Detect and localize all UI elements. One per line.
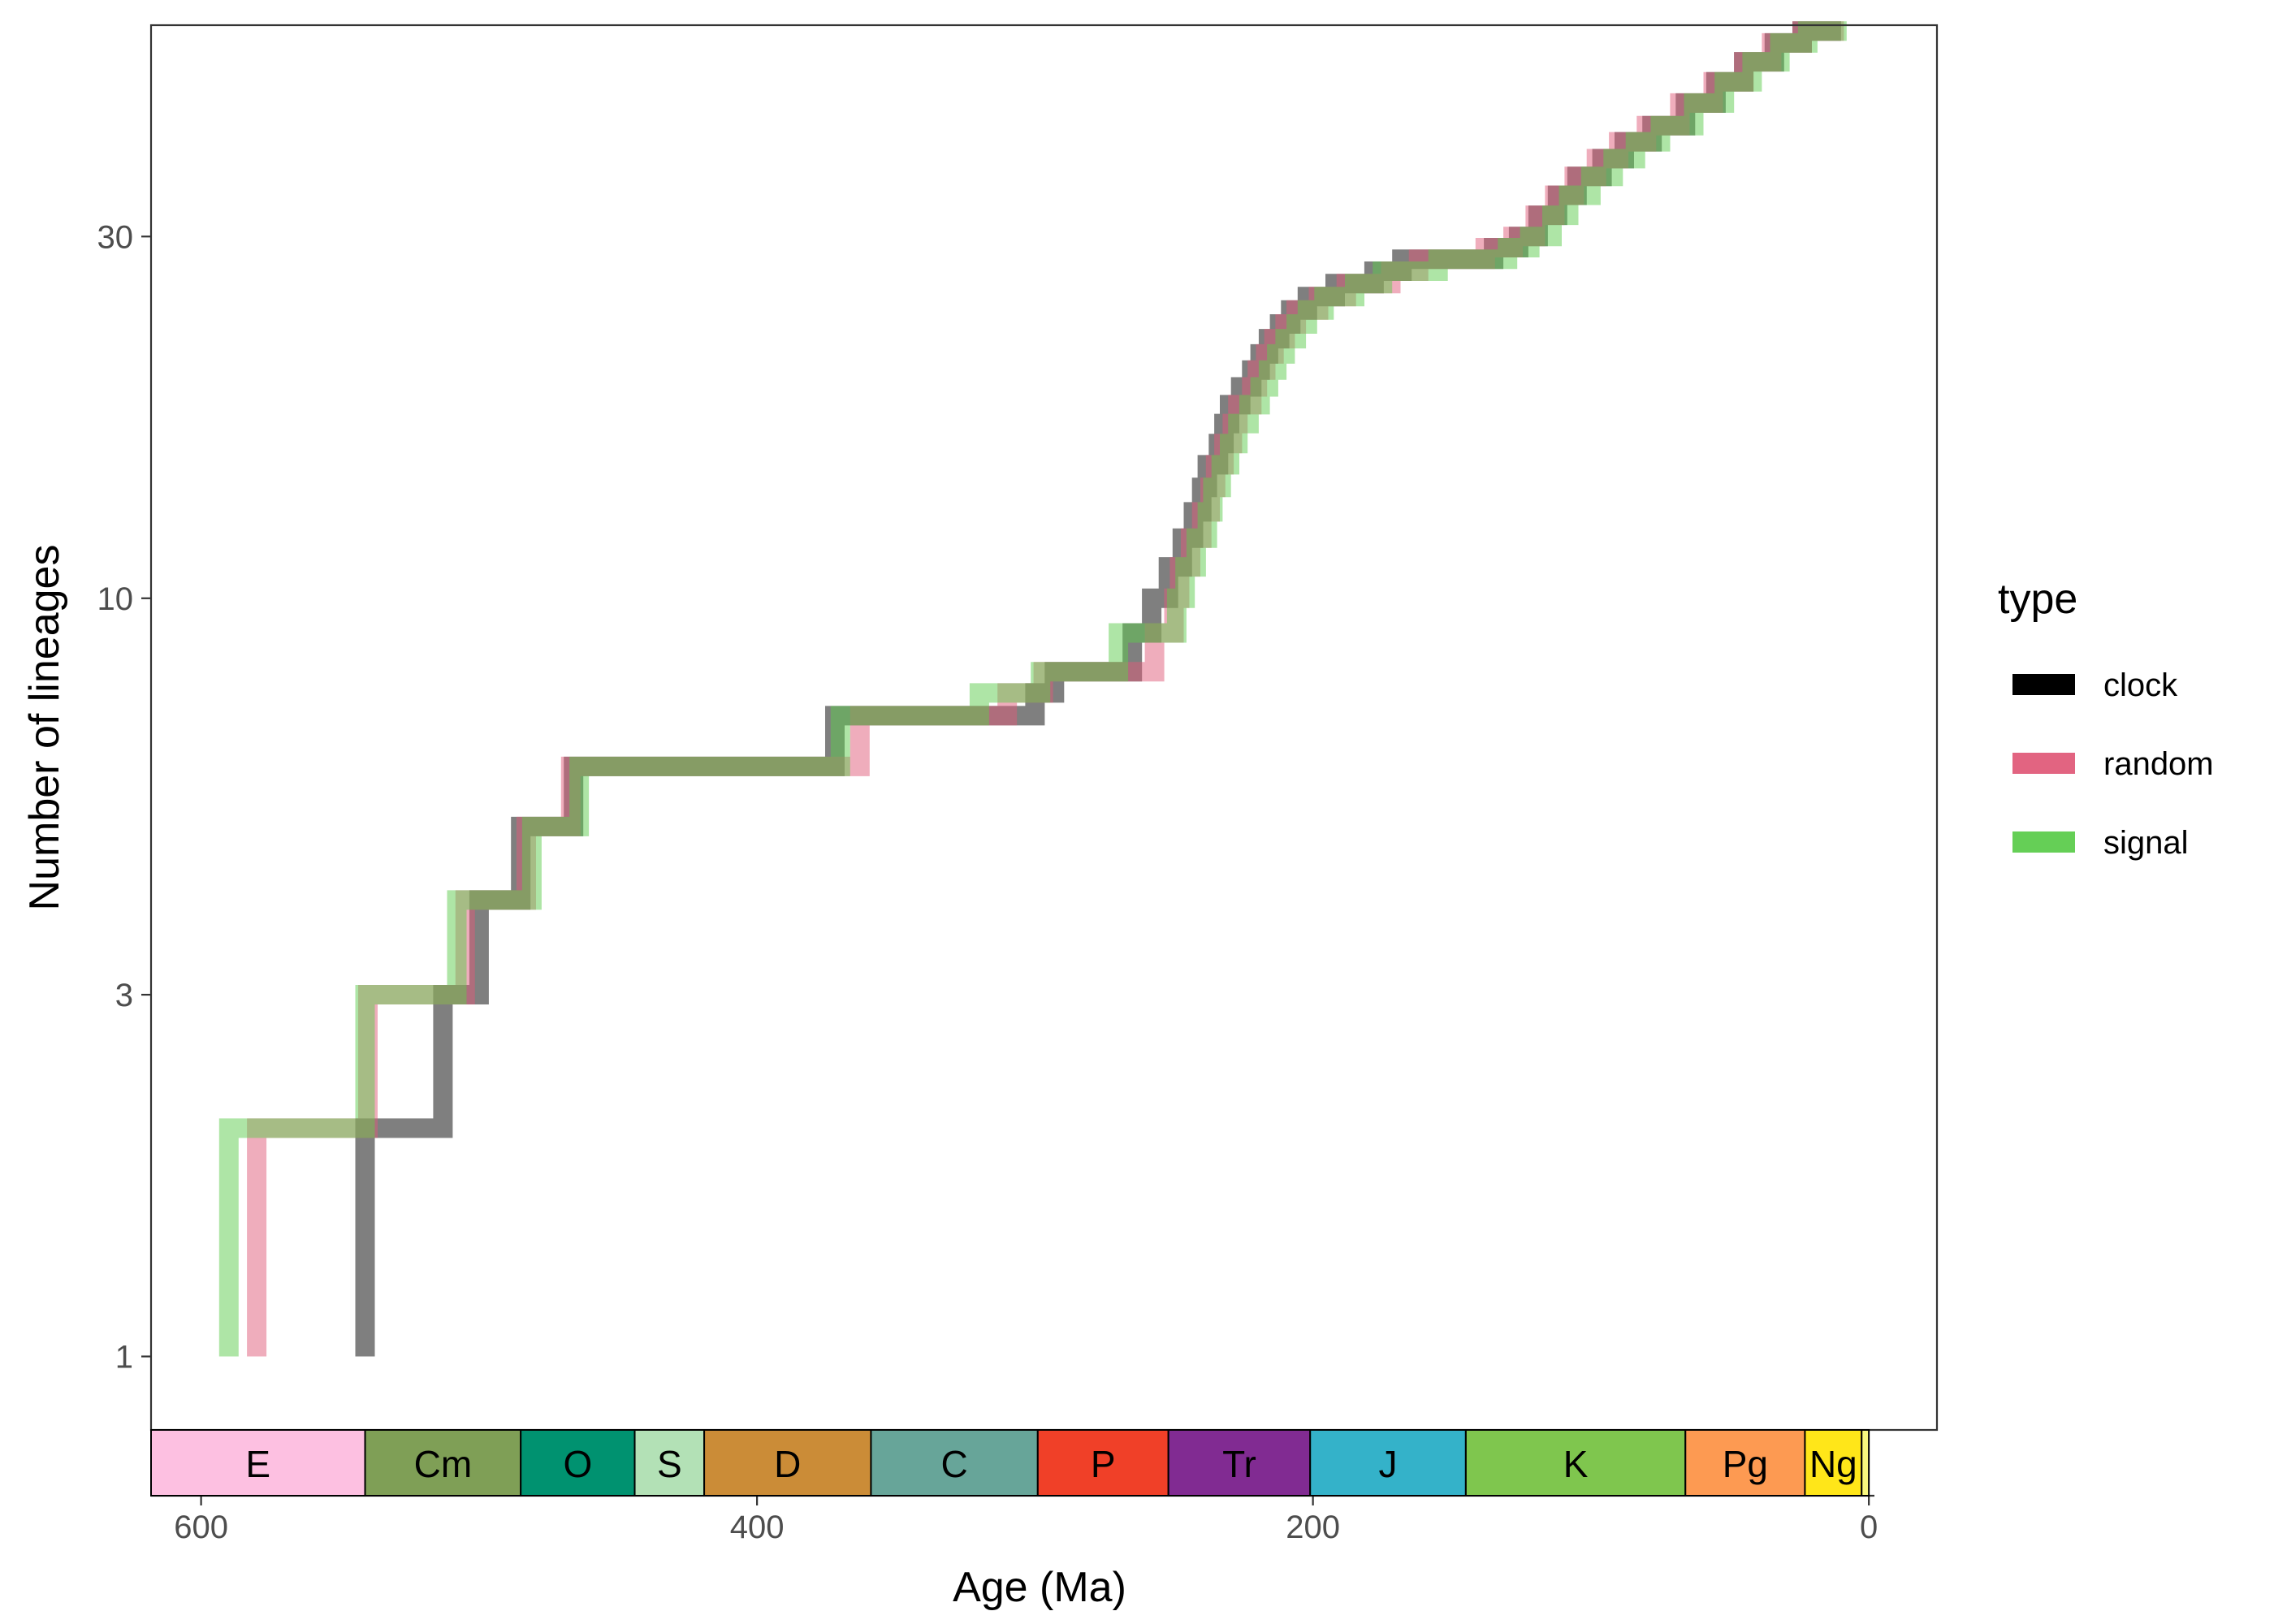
period-box-P bbox=[1036, 1429, 1169, 1497]
x-axis: 600 400 200 0 bbox=[151, 1494, 1878, 1545]
period-label: C bbox=[941, 1443, 968, 1485]
period-box-C bbox=[870, 1429, 1039, 1497]
y-axis-title: Number of lineages bbox=[21, 545, 68, 911]
legend-key-clock bbox=[2012, 674, 2075, 695]
period-box-Cm bbox=[364, 1429, 522, 1497]
legend-label-signal: signal bbox=[2103, 825, 2189, 861]
period-box-E bbox=[150, 1429, 366, 1497]
legend-label-clock: clock bbox=[2103, 667, 2178, 703]
x-tick-label: 600 bbox=[174, 1510, 228, 1545]
legend-key-signal bbox=[2012, 831, 2075, 853]
y-tick-label: 30 bbox=[97, 219, 134, 255]
legend-title: type bbox=[1998, 576, 2077, 623]
period-label: Tr bbox=[1222, 1443, 1256, 1485]
series-line-signal bbox=[218, 21, 1847, 1357]
x-tick-label: 0 bbox=[1860, 1510, 1878, 1545]
x-tick-label: 200 bbox=[1286, 1510, 1340, 1545]
x-axis-title: Age (Ma) bbox=[953, 1564, 1126, 1611]
period-box-J bbox=[1309, 1429, 1467, 1497]
period-label: Ng bbox=[1809, 1443, 1857, 1485]
period-label: J bbox=[1379, 1443, 1398, 1485]
period-box-S bbox=[633, 1429, 706, 1497]
x-tick-label: 400 bbox=[730, 1510, 785, 1545]
y-tick-label: 1 bbox=[115, 1340, 133, 1376]
panel-background bbox=[151, 25, 1937, 1430]
legend-key-random bbox=[2012, 753, 2075, 774]
period-box-Q bbox=[1861, 1429, 1870, 1497]
period-label: Pg bbox=[1723, 1443, 1768, 1485]
geologic-time-scale: E Cm O S D C P Tr J K Pg Ng bbox=[150, 1429, 1870, 1497]
y-axis: 1 3 10 30 bbox=[97, 219, 151, 1376]
period-label: S bbox=[657, 1443, 682, 1485]
period-label: E bbox=[245, 1443, 270, 1485]
series-layer bbox=[218, 21, 1847, 1357]
y-tick-label: 10 bbox=[97, 581, 134, 617]
period-label: Cm bbox=[414, 1443, 473, 1485]
y-tick-label: 3 bbox=[115, 978, 133, 1013]
period-box-Tr bbox=[1167, 1429, 1312, 1497]
period-box-O bbox=[520, 1429, 636, 1497]
period-box-K bbox=[1464, 1429, 1687, 1497]
legend-label-random: random bbox=[2103, 746, 2214, 782]
legend: type clock random signal bbox=[1998, 576, 2214, 861]
period-label: P bbox=[1091, 1443, 1116, 1485]
period-label: O bbox=[563, 1443, 592, 1485]
period-label: D bbox=[774, 1443, 801, 1485]
period-box-D bbox=[703, 1429, 872, 1497]
period-label: K bbox=[1563, 1443, 1589, 1485]
period-box-Ng bbox=[1804, 1429, 1863, 1497]
